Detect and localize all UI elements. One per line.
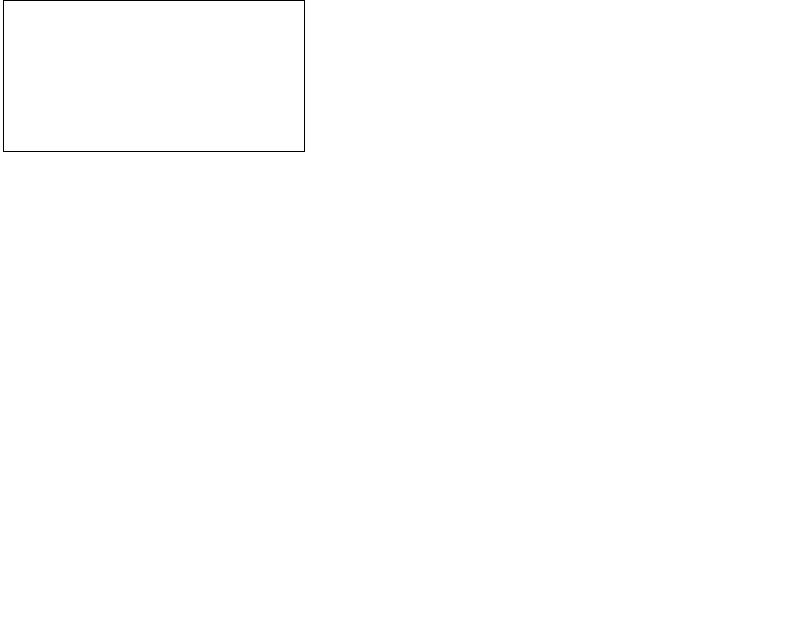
rbm-z-map-panel bbox=[3, 0, 305, 152]
rbm-z-heatmap-canvas bbox=[4, 1, 304, 151]
